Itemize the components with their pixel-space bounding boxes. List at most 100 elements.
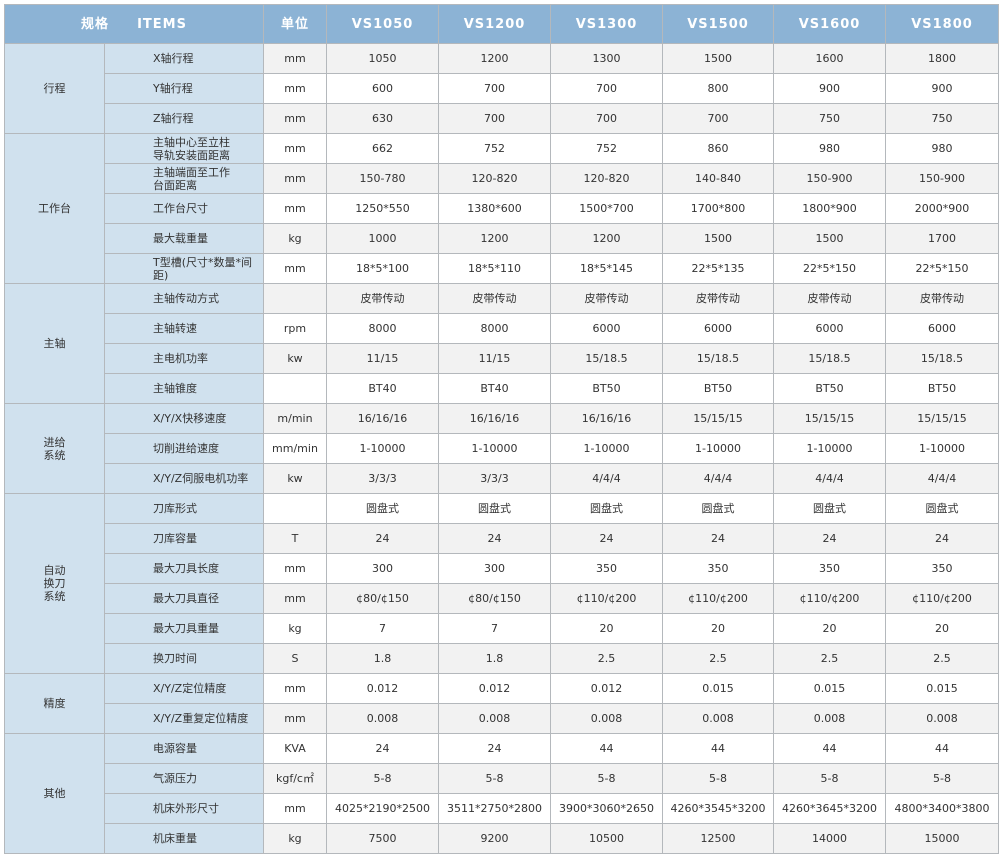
value-cell: 2.5 <box>885 643 999 674</box>
value-cell: 1250*550 <box>326 193 439 224</box>
value-cell: 150-900 <box>885 163 999 194</box>
value-cell: 1-10000 <box>550 433 663 464</box>
unit-cell: kg <box>263 823 327 854</box>
value-cell: 16/16/16 <box>550 403 663 434</box>
unit-cell: mm <box>263 673 327 704</box>
value-cell: 15/18.5 <box>773 343 886 374</box>
table-row: X/Y/Z伺服电机功率 kw 3/3/3 3/3/3 4/4/4 4/4/4 4/4/4 4/… <box>5 463 999 494</box>
value-cell: 皮带传动 <box>326 283 439 314</box>
value-cell: 5-8 <box>885 763 999 794</box>
group-label: 精度 <box>4 673 105 734</box>
value-cell: 15000 <box>885 823 999 854</box>
unit-cell: mm <box>263 253 327 284</box>
unit-cell: mm <box>263 43 327 74</box>
table-row: Y轴行程 mm 600 700 700 800 900 900 <box>5 73 999 104</box>
table-row: 行程 X轴行程 mm 1050 1200 1300 1500 1600 1800 <box>4 43 999 134</box>
unit-cell: kgf/c㎡ <box>263 763 327 794</box>
value-cell: 皮带传动 <box>885 283 999 314</box>
item-label: 最大刀具长度 <box>104 553 264 584</box>
table-row: X/Y/Z重复定位精度 mm 0.008 0.008 0.008 0.008 0.008 0.… <box>5 703 999 734</box>
table-row: 机床重量 kg 7500 9200 10500 12500 14000 15000 <box>5 823 999 854</box>
model-header: VS1500 <box>662 4 774 44</box>
unit-cell: mm/min <box>263 433 327 464</box>
group-label: 自动 换刀 系统 <box>4 493 105 674</box>
table-row: 工作台 主轴中心至立柱 导轨安装面距离 mm 662 752 752 860 980 980 <box>4 133 999 284</box>
value-cell: 15/18.5 <box>885 343 999 374</box>
value-cell: 15/15/15 <box>885 403 999 434</box>
value-cell: 1-10000 <box>773 433 886 464</box>
item-label: 刀库容量 <box>104 523 264 554</box>
value-cell: 15/15/15 <box>662 403 774 434</box>
value-cell: 11/15 <box>438 343 551 374</box>
value-cell: BT40 <box>438 373 551 404</box>
value-cell: 600 <box>326 73 439 104</box>
value-cell: 150-780 <box>326 163 439 194</box>
value-cell: 1-10000 <box>662 433 774 464</box>
value-cell: 圆盘式 <box>662 493 774 524</box>
value-cell: 800 <box>662 73 774 104</box>
value-cell: 1-10000 <box>885 433 999 464</box>
value-cell: BT50 <box>550 373 663 404</box>
unit-cell <box>263 493 327 524</box>
item-label: X/Y/X快移速度 <box>104 403 264 434</box>
item-label: 主电机功率 <box>104 343 264 374</box>
value-cell: 1.8 <box>438 643 551 674</box>
value-cell: 1200 <box>550 223 663 254</box>
value-cell: 15/18.5 <box>550 343 663 374</box>
value-cell: 7 <box>326 613 439 644</box>
value-cell: 3900*3060*2650 <box>550 793 663 824</box>
value-cell: 7 <box>438 613 551 644</box>
value-cell: 1500*700 <box>550 193 663 224</box>
table-row: T型槽(尺寸*数量*间距) mm 18*5*100 18*5*110 18*5*145 2… <box>5 253 999 284</box>
value-cell: 0.008 <box>885 703 999 734</box>
table-row: 主轴锥度 BT40 BT40 BT50 BT50 BT50 BT50 <box>5 373 999 404</box>
value-cell: BT40 <box>326 373 439 404</box>
item-label: 工作台尺寸 <box>104 193 264 224</box>
value-cell: 1500 <box>662 223 774 254</box>
value-cell: 圆盘式 <box>326 493 439 524</box>
table-row: 最大刀具长度 mm 300 300 350 350 350 350 <box>5 553 999 584</box>
value-cell: 2.5 <box>550 643 663 674</box>
value-cell: 4260*3545*3200 <box>662 793 774 824</box>
value-cell: 24 <box>326 733 439 764</box>
value-cell: 980 <box>773 133 886 164</box>
table-row: 机床外形尺寸 mm 4025*2190*2500 3511*2750*2800 3900… <box>5 793 999 824</box>
value-cell: 980 <box>885 133 999 164</box>
table-row: 最大刀具重量 kg 7 7 20 20 20 20 <box>5 613 999 644</box>
value-cell: 6000 <box>885 313 999 344</box>
value-cell: 10500 <box>550 823 663 854</box>
value-cell: 700 <box>438 73 551 104</box>
value-cell: 2000*900 <box>885 193 999 224</box>
group-label: 进给 系统 <box>4 403 105 494</box>
value-cell: 700 <box>550 103 663 134</box>
value-cell: 6000 <box>773 313 886 344</box>
item-label: 主轴锥度 <box>104 373 264 404</box>
value-cell: 0.015 <box>885 673 999 704</box>
table-row: 最大载重量 kg 1000 1200 1200 1500 1500 1700 <box>5 223 999 254</box>
value-cell: 0.015 <box>662 673 774 704</box>
value-cell: 皮带传动 <box>550 283 663 314</box>
value-cell: 24 <box>438 523 551 554</box>
unit-cell: mm <box>263 103 327 134</box>
model-header: VS1050 <box>326 4 439 44</box>
unit-cell: rpm <box>263 313 327 344</box>
value-cell: 24 <box>438 733 551 764</box>
unit-cell <box>263 283 327 314</box>
value-cell: 20 <box>773 613 886 644</box>
value-cell: 1050 <box>326 43 439 74</box>
value-cell: 20 <box>662 613 774 644</box>
table-row: 其他 电源容量 KVA 24 24 44 44 44 44 <box>4 733 999 854</box>
value-cell: 4/4/4 <box>885 463 999 494</box>
value-cell: 44 <box>550 733 663 764</box>
value-cell: 7500 <box>326 823 439 854</box>
unit-cell: T <box>263 523 327 554</box>
item-label: 最大刀具直径 <box>104 583 264 614</box>
value-cell: 700 <box>550 73 663 104</box>
value-cell: 350 <box>773 553 886 584</box>
unit-cell: S <box>263 643 327 674</box>
table-row: 自动 换刀 系统 刀库形式 圆盘式 圆盘式 圆盘式 圆盘式 圆盘式 圆盘式 <box>4 493 999 674</box>
value-cell: 6000 <box>550 313 663 344</box>
items-cn: 规格 <box>81 16 110 32</box>
value-cell: BT50 <box>885 373 999 404</box>
value-cell: 1300 <box>550 43 663 74</box>
